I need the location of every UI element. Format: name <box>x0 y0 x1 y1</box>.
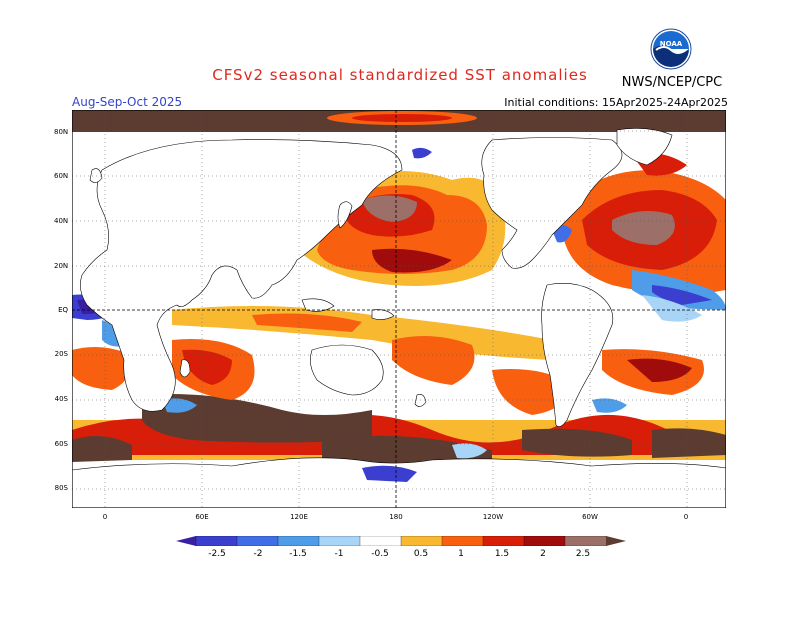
colorbar-segment <box>523 536 566 546</box>
colorbar <box>176 536 626 546</box>
lat-label: 60S <box>54 440 68 448</box>
eurasia-africa-landmass <box>80 139 403 412</box>
colorbar-segment <box>277 536 320 546</box>
colorbar-label: 1.5 <box>494 549 510 559</box>
antarctica <box>72 457 726 508</box>
lat-label: 40S <box>54 395 68 403</box>
australia-landmass <box>310 344 384 396</box>
colorbar-segment <box>318 536 361 546</box>
noaa-logo-icon: NOAA <box>650 28 692 70</box>
colorbar-segment <box>441 536 484 546</box>
lon-label: 120E <box>290 513 308 521</box>
lon-label: 60W <box>582 513 598 521</box>
colorbar-label: -0.5 <box>371 549 389 559</box>
lon-label: 60E <box>195 513 209 521</box>
colorbar-segment <box>400 536 443 546</box>
colorbar-segment <box>236 536 279 546</box>
colorbar-label: -2 <box>253 549 263 559</box>
colorbar-label: 2.5 <box>575 549 591 559</box>
lon-label: 0 <box>683 513 689 521</box>
colorbar-label: 0.5 <box>413 549 429 559</box>
colorbar-segment <box>195 536 238 546</box>
agency-label: NWS/NCEP/CPC <box>621 75 723 90</box>
lon-label: 120W <box>482 513 504 521</box>
season-label: Aug-Sep-Oct 2025 <box>72 95 183 109</box>
graticule <box>72 110 726 508</box>
lon-label: 180 <box>389 513 403 521</box>
colorbar-segment <box>564 536 607 546</box>
lat-label: 80N <box>54 128 69 136</box>
colorbar-label: 2 <box>540 549 546 559</box>
colorbar-label: -1.5 <box>289 549 307 559</box>
lat-label: EQ <box>58 306 68 314</box>
lat-label: 20N <box>54 262 69 270</box>
sst-anomaly-map <box>72 110 726 508</box>
south-america-landmass <box>541 283 614 427</box>
colorbar-segment <box>359 536 402 546</box>
colorbar-over-triangle <box>606 536 626 546</box>
map-title: CFSv2 seasonal standardized SST anomalie… <box>212 66 588 84</box>
lat-label: 80S <box>54 484 68 492</box>
lat-label: 60N <box>54 172 69 180</box>
initial-conditions-label: Initial conditions: 15Apr2025-24Apr2025 <box>504 96 728 109</box>
lat-label: 40N <box>54 217 69 225</box>
colorbar-label: -2.5 <box>208 549 226 559</box>
lon-label: 0 <box>102 513 108 521</box>
colorbar-label: 1 <box>458 549 464 559</box>
colorbar-label: -1 <box>334 549 344 559</box>
colorbar-segment <box>482 536 525 546</box>
lat-label: 20S <box>54 350 68 358</box>
north-america-landmass <box>481 137 623 269</box>
colorbar-under-triangle <box>176 536 196 546</box>
svg-text:NOAA: NOAA <box>660 40 683 48</box>
